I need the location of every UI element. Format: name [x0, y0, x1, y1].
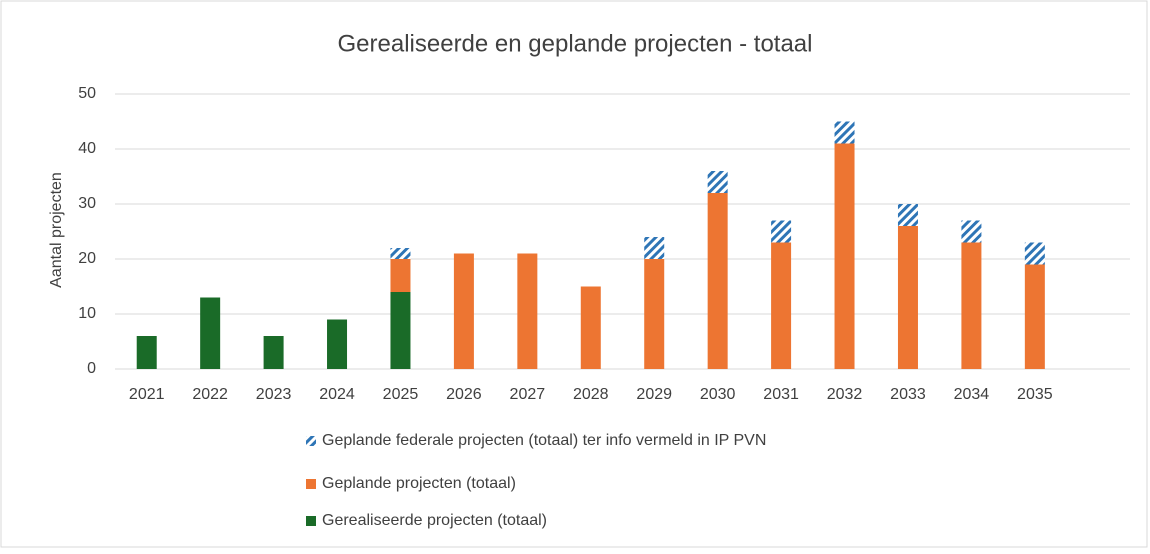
bar-segment: [707, 193, 728, 369]
bar-segment: [1024, 242, 1045, 265]
y-axis-label: Aantal projecten: [48, 172, 65, 288]
x-tick-label: 2027: [510, 386, 546, 403]
bar-segment: [644, 237, 665, 259]
x-tick-label: 2024: [319, 386, 355, 403]
legend-swatch: [306, 479, 316, 489]
bar-segment: [897, 204, 918, 226]
x-tick-label: 2031: [763, 386, 799, 403]
bar-segment: [1024, 264, 1045, 369]
x-tick-label: 2030: [700, 386, 736, 403]
x-tick-label: 2035: [1017, 386, 1053, 403]
legend-label: Geplande projecten (totaal): [322, 475, 516, 492]
bar-segment: [644, 259, 665, 369]
x-tick-label: 2021: [129, 386, 165, 403]
legend-label: Geplande federale projecten (totaal) ter…: [322, 432, 766, 449]
bar-segment: [453, 253, 474, 369]
bar-segment: [136, 336, 157, 369]
x-tick-label: 2022: [192, 386, 228, 403]
bar-segment: [771, 242, 792, 369]
bar-segment: [897, 226, 918, 369]
x-tick-label: 2028: [573, 386, 609, 403]
bar-segment: [834, 121, 855, 144]
x-tick-label: 2032: [827, 386, 863, 403]
bar-segment: [517, 253, 538, 369]
bar-segment: [390, 292, 411, 369]
y-tick-label: 20: [78, 250, 96, 267]
bar-segment: [771, 220, 792, 243]
bar-segment: [834, 143, 855, 369]
legend-swatch: [306, 516, 316, 526]
bar-segment: [961, 242, 982, 369]
y-tick-label: 0: [87, 360, 96, 377]
x-tick-label: 2023: [256, 386, 292, 403]
bar-segment: [200, 297, 221, 369]
x-tick-label: 2025: [383, 386, 419, 403]
bar-segment: [263, 336, 284, 369]
y-tick-label: 50: [78, 85, 96, 102]
bar-segment: [390, 248, 411, 259]
y-tick-label: 30: [78, 195, 96, 212]
bar-segment: [390, 259, 411, 292]
x-tick-label: 2029: [636, 386, 672, 403]
legend-swatch: [306, 436, 316, 446]
y-tick-label: 40: [78, 140, 96, 157]
y-tick-label: 10: [78, 305, 96, 322]
bar-segment: [580, 286, 601, 369]
bar-segment: [707, 171, 728, 193]
chart-title: Gerealiseerde en geplande projecten - to…: [338, 30, 813, 57]
legend-label: Gerealiseerde projecten (totaal): [322, 512, 547, 529]
bar-segment: [961, 220, 982, 243]
x-tick-label: 2033: [890, 386, 926, 403]
x-tick-label: 2026: [446, 386, 482, 403]
x-tick-label: 2034: [954, 386, 990, 403]
bar-segment: [327, 319, 348, 369]
